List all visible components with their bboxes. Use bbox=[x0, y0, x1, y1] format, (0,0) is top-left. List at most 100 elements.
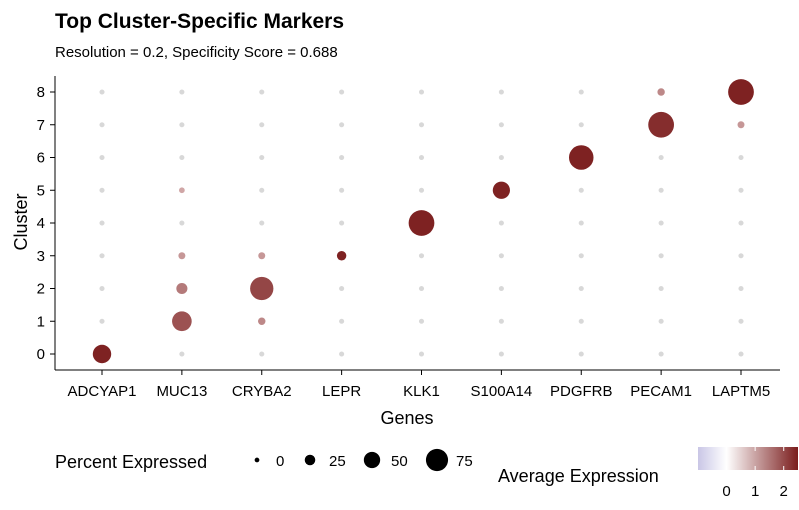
color-legend-title: Average Expression bbox=[498, 466, 659, 486]
dot-point bbox=[578, 122, 584, 128]
size-legend-dot bbox=[425, 448, 449, 472]
y-tick-label: 1 bbox=[37, 313, 45, 330]
dot-point bbox=[568, 145, 594, 170]
x-tick-label: CRYBA2 bbox=[232, 383, 292, 400]
dot-point bbox=[259, 122, 265, 128]
dot-point bbox=[658, 285, 664, 292]
y-axis-title: Cluster bbox=[11, 193, 31, 250]
x-tick-label: LEPR bbox=[322, 383, 361, 400]
plot-area bbox=[92, 79, 754, 364]
x-tick-label: S100A14 bbox=[471, 383, 533, 400]
dot-point bbox=[498, 351, 504, 357]
dot-point bbox=[657, 88, 665, 96]
size-legend-title: Percent Expressed bbox=[55, 452, 207, 472]
dot-point bbox=[418, 318, 425, 324]
size-legend-dot bbox=[304, 454, 316, 466]
dot-point bbox=[738, 154, 744, 161]
color-legend-label: 0 bbox=[722, 483, 730, 500]
dot-point bbox=[418, 187, 425, 193]
dot-point bbox=[339, 154, 345, 161]
dot-point bbox=[658, 220, 664, 226]
dot-point bbox=[99, 187, 105, 193]
color-legend: Average Expression 0 1 2 bbox=[498, 447, 798, 500]
dot-point bbox=[99, 253, 105, 259]
y-tick-label: 0 bbox=[37, 346, 45, 363]
dot-point bbox=[339, 187, 345, 193]
x-tick-label: PECAM1 bbox=[630, 383, 692, 400]
dot-point bbox=[339, 351, 345, 357]
dot-point bbox=[99, 220, 105, 226]
dot-point bbox=[578, 351, 584, 357]
dot-point bbox=[738, 220, 744, 226]
dot-point bbox=[179, 154, 185, 161]
dot-point bbox=[658, 318, 664, 324]
dot-point bbox=[738, 187, 744, 193]
dot-point bbox=[99, 154, 105, 161]
dot-point bbox=[578, 187, 584, 193]
y-tick-label: 4 bbox=[37, 215, 45, 232]
dot-point bbox=[259, 154, 265, 161]
color-legend-label: 2 bbox=[780, 483, 788, 500]
dot-point bbox=[418, 89, 425, 95]
color-legend-label: 1 bbox=[751, 483, 759, 500]
y-tick-label: 7 bbox=[37, 117, 45, 134]
y-tick-label: 5 bbox=[37, 182, 45, 199]
y-tick-label: 6 bbox=[37, 150, 45, 167]
size-legend-label: 0 bbox=[276, 453, 284, 470]
dot-point bbox=[738, 318, 744, 324]
dot-point bbox=[336, 251, 347, 261]
dot-point bbox=[418, 253, 425, 259]
dot-point bbox=[250, 276, 274, 301]
dot-point bbox=[738, 351, 744, 357]
x-tick-label: ADCYAP1 bbox=[68, 383, 137, 400]
dot-point bbox=[99, 318, 105, 324]
dot-point bbox=[179, 187, 185, 194]
dot-point bbox=[738, 253, 744, 259]
size-legend-label: 75 bbox=[456, 453, 473, 470]
dot-point bbox=[578, 220, 584, 226]
size-legend: Percent Expressed 0 25 50 75 bbox=[55, 448, 473, 472]
dot-point bbox=[178, 252, 186, 260]
dot-point bbox=[578, 318, 584, 324]
dot-point bbox=[99, 122, 105, 128]
x-tick-label: PDGFRB bbox=[550, 383, 613, 400]
dot-point bbox=[92, 344, 112, 364]
dot-point bbox=[498, 122, 504, 128]
size-legend-label: 25 bbox=[329, 453, 346, 470]
dot-point bbox=[179, 122, 185, 128]
chart-subtitle: Resolution = 0.2, Specificity Score = 0.… bbox=[55, 44, 338, 61]
dot-point bbox=[258, 317, 266, 325]
dot-point bbox=[408, 210, 435, 236]
dot-point bbox=[418, 351, 425, 357]
dot-point bbox=[737, 121, 745, 129]
size-legend-dot bbox=[363, 451, 381, 469]
dot-point bbox=[648, 111, 674, 138]
size-legend-dot bbox=[254, 457, 260, 463]
dot-point bbox=[658, 253, 664, 259]
dot-point bbox=[99, 285, 105, 292]
dot-point bbox=[578, 89, 584, 95]
dot-point bbox=[172, 311, 192, 332]
dot-point bbox=[179, 89, 185, 95]
y-tick-label: 3 bbox=[37, 248, 45, 265]
y-tick-label: 2 bbox=[37, 281, 45, 298]
x-tick-label: MUC13 bbox=[156, 383, 207, 400]
dot-point bbox=[498, 285, 504, 292]
dot-point bbox=[578, 285, 584, 292]
dot-point bbox=[339, 318, 345, 324]
dot-point bbox=[339, 122, 345, 128]
size-legend-label: 50 bbox=[391, 453, 408, 470]
dot-point bbox=[179, 220, 185, 226]
dot-point bbox=[259, 351, 265, 357]
dot-point bbox=[498, 253, 504, 259]
dot-point bbox=[339, 285, 345, 292]
dot-point bbox=[258, 252, 266, 260]
x-tick-label: KLK1 bbox=[403, 383, 440, 400]
dot-point bbox=[259, 89, 265, 95]
dot-point bbox=[259, 187, 265, 193]
dot-point bbox=[728, 79, 754, 105]
dot-point bbox=[259, 220, 265, 226]
x-axis-title: Genes bbox=[380, 408, 433, 428]
y-tick-label: 8 bbox=[37, 84, 45, 101]
